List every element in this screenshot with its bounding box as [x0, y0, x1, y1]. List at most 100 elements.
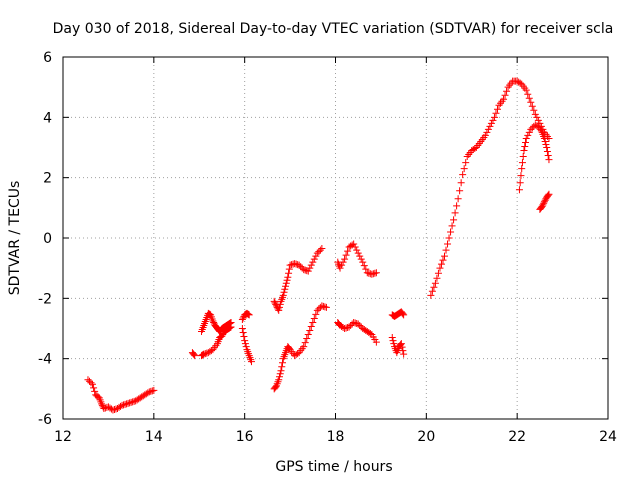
data-point — [277, 367, 285, 375]
data-point — [350, 240, 358, 248]
data-point — [209, 317, 217, 325]
data-point — [280, 288, 288, 296]
data-point — [527, 98, 535, 106]
x-tick-label: 22 — [508, 429, 526, 445]
data-point — [398, 343, 406, 351]
data-point — [545, 190, 553, 198]
data-point — [530, 106, 538, 114]
data-point — [306, 327, 314, 335]
data-point — [428, 287, 436, 295]
data-point — [316, 246, 324, 254]
x-tick-label: 24 — [599, 429, 617, 445]
data-point — [365, 269, 373, 277]
x-tick-label: 18 — [327, 429, 345, 445]
data-point — [271, 299, 279, 307]
data-point — [531, 110, 539, 118]
data-point — [481, 131, 489, 139]
data-point — [503, 87, 511, 95]
data-point — [282, 282, 290, 290]
data-point — [434, 269, 442, 277]
data-point — [239, 314, 247, 322]
grid-lines — [63, 57, 608, 419]
data-point — [369, 270, 377, 278]
data-point — [210, 318, 218, 326]
data-point — [300, 266, 308, 274]
data-point — [313, 306, 321, 314]
series-seg1 — [84, 376, 158, 414]
data-point — [342, 251, 350, 259]
series-seg12 — [388, 334, 408, 358]
data-point — [275, 303, 283, 311]
data-point — [347, 321, 355, 329]
data-point — [537, 127, 545, 135]
data-point — [312, 252, 320, 260]
data-point — [444, 240, 452, 248]
data-point — [372, 338, 380, 346]
data-point — [342, 324, 350, 332]
data-point — [541, 137, 549, 145]
data-point — [339, 258, 347, 266]
data-point — [226, 324, 234, 332]
data-point — [436, 264, 444, 272]
data-point — [524, 90, 532, 98]
data-point — [362, 265, 370, 273]
data-point — [117, 402, 125, 410]
data-point — [90, 384, 98, 392]
data-point — [524, 131, 532, 139]
data-point — [276, 300, 284, 308]
data-point — [448, 222, 456, 230]
data-point — [201, 350, 209, 358]
data-point — [490, 113, 498, 121]
data-point — [400, 311, 408, 319]
data-point — [454, 195, 462, 203]
data-point — [313, 249, 321, 257]
data-point — [501, 91, 509, 99]
data-point — [544, 152, 552, 160]
data-point — [244, 310, 252, 318]
data-point — [336, 264, 344, 272]
data-point — [103, 403, 111, 411]
data-point — [84, 376, 92, 384]
x-axis-title: GPS time / hours — [275, 459, 392, 475]
chart-title: Day 030 of 2018, Sidereal Day-to-day VTE… — [53, 21, 614, 37]
data-point — [516, 179, 524, 187]
data-point — [360, 262, 368, 270]
series-seg4 — [198, 323, 235, 360]
data-point — [431, 279, 439, 287]
data-point — [388, 334, 396, 342]
data-point — [371, 269, 379, 277]
series-seg10 — [334, 318, 380, 346]
data-point — [517, 172, 525, 180]
data-point — [322, 303, 330, 311]
data-point — [198, 351, 206, 359]
data-point — [87, 379, 95, 387]
y-axis-title: SDTVAR / TECUs — [7, 181, 23, 296]
data-point — [316, 303, 324, 311]
data-point — [272, 383, 280, 391]
y-tick-label: -6 — [38, 412, 52, 428]
series-seg8 — [270, 302, 330, 393]
data-point — [483, 128, 491, 136]
data-point — [353, 246, 361, 254]
data-point — [493, 105, 501, 113]
data-point — [351, 319, 359, 327]
data-point — [301, 266, 309, 274]
data-point — [389, 337, 397, 345]
x-tick-label: 12 — [54, 429, 72, 445]
data-point — [372, 269, 380, 277]
series-seg7 — [270, 245, 326, 314]
data-point — [145, 388, 153, 396]
data-point — [118, 401, 126, 409]
data-point — [285, 265, 293, 273]
data-point — [274, 305, 282, 313]
data-point — [471, 145, 479, 153]
data-point — [489, 116, 497, 124]
data-point — [207, 347, 215, 355]
data-point — [130, 397, 138, 405]
data-points — [84, 77, 553, 414]
data-point — [307, 322, 315, 330]
data-point — [350, 318, 358, 326]
data-point — [286, 261, 294, 269]
data-point — [295, 261, 303, 269]
